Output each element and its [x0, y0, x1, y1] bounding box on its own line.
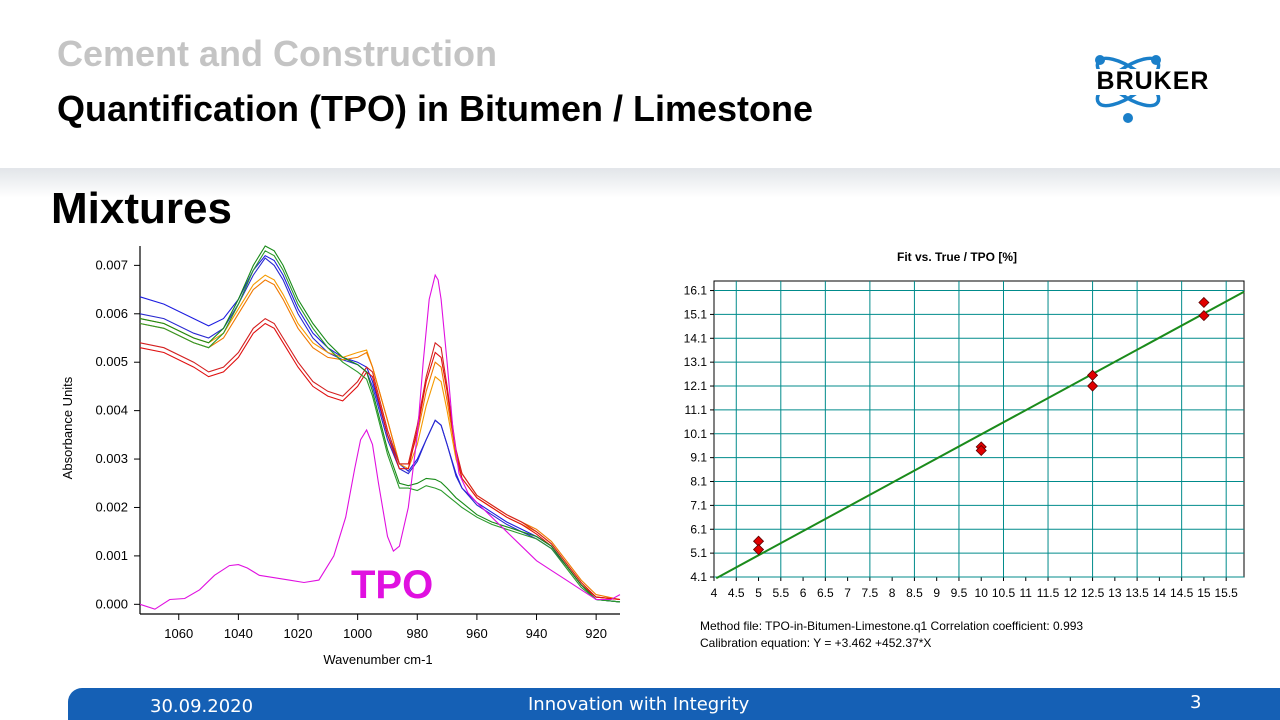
calibration-data-point — [752, 543, 765, 556]
spectrum-chart: 0.000 0.001 0.002 0.003 0.004 0.005 0.006 0.007… — [60, 245, 621, 667]
spectrum-series-line — [139, 255, 621, 603]
calibration-chart-title: Fit vs. True / TPO [%] — [897, 250, 1017, 264]
calibration-x-tick-label: 13.5 — [1125, 586, 1149, 600]
calibration-x-tick-label: 6 — [800, 586, 807, 600]
calibration-points — [715, 290, 1245, 580]
calibration-x-tick-label: 14 — [1153, 586, 1167, 600]
spectrum-series-line — [139, 273, 621, 610]
spectrum-series-line — [139, 317, 621, 601]
calibration-x-tick-label: 12.5 — [1081, 586, 1105, 600]
calibration-x-tick-label: 7.5 — [862, 586, 879, 600]
calibration-x-tick-label: 14.5 — [1170, 586, 1194, 600]
footer-tagline: Innovation with Integrity — [528, 694, 750, 715]
logo-wordmark: BRUKER — [1096, 67, 1210, 95]
spectrum-series-line — [139, 250, 621, 603]
spectrum-x-tick-label: 1020 — [284, 626, 313, 641]
calibration-x-tick-label: 10.5 — [992, 586, 1016, 600]
calibration-x-tick-label: 15.5 — [1215, 586, 1239, 600]
section-title: Mixtures — [51, 184, 232, 233]
spectrum-x-tick-label: 940 — [526, 626, 548, 641]
calibration-x-tick-label: 4.5 — [728, 586, 745, 600]
slide-title: Quantification (TPO) in Bitumen / Limest… — [57, 88, 814, 129]
spectrum-y-tick-label: 0.006 — [95, 306, 128, 321]
calibration-data-point — [975, 444, 987, 457]
footer-bar — [68, 688, 1280, 720]
spectrum-series-line — [139, 257, 621, 603]
spectrum-x-tick-label: 960 — [466, 626, 488, 641]
calibration-y-tick-label: 11.1 — [685, 403, 708, 417]
header-divider — [0, 168, 1280, 198]
calibration-x-tick-label: 4 — [711, 586, 718, 600]
calibration-y-tick-label: 5.1 — [690, 546, 707, 560]
calibration-x-tick-label: 5 — [755, 586, 762, 600]
spectrum-series — [139, 245, 621, 610]
spectrum-x-tick-label: 980 — [406, 626, 428, 641]
calibration-x-tick-label: 15 — [1197, 586, 1211, 600]
header-band — [0, 0, 1280, 170]
calibration-x-tick-label: 9.5 — [951, 586, 968, 600]
calibration-x-tick-label: 9 — [933, 586, 940, 600]
logo-atom-icon — [1072, 55, 1234, 123]
calibration-x-tick-label: 11 — [1020, 586, 1033, 600]
calibration-fit-line — [715, 290, 1245, 580]
calibration-y-tick-label: 4.1 — [690, 570, 707, 584]
calibration-x-tick-label: 8 — [889, 586, 896, 600]
spectrum-y-tick-label: 0.001 — [95, 548, 128, 563]
calibration-x-tick-label: 13 — [1108, 586, 1122, 600]
page-number: 3 — [1190, 692, 1202, 713]
calibration-chart: Fit vs. True / TPO [%] 4 4.5 5 5.5 6 6.5 7 7.5 8… — [684, 250, 1245, 600]
spectrum-x-tick-label: 1060 — [164, 626, 193, 641]
spectrum-series-line — [139, 245, 621, 603]
calibration-y-tick-label: 14.1 — [684, 331, 708, 345]
spectrum-y-tick-label: 0.000 — [95, 596, 128, 611]
method-file-info: Method file: TPO-in-Bitumen-Limestone.q1… — [700, 619, 1084, 633]
calibration-y-tick-label: 16.1 — [684, 284, 708, 298]
calibration-y-tick-label: 7.1 — [690, 498, 707, 512]
tpo-annotation: TPO — [351, 563, 433, 607]
calibration-x-tick-label: 12 — [1064, 586, 1078, 600]
calibration-y-tick-label: 12.1 — [684, 379, 708, 393]
calibration-y-tick-label: 6.1 — [690, 522, 707, 536]
calibration-y-tick-label: 10.1 — [684, 427, 708, 441]
calibration-plot-area — [713, 280, 1245, 578]
spectrum-y-tick-label: 0.007 — [95, 257, 128, 272]
spectrum-x-tick-label: 1000 — [343, 626, 372, 641]
calibration-x-tick-label: 7 — [844, 586, 851, 600]
calibration-y-tick-label: 15.1 — [684, 307, 708, 321]
slide-supertitle: Cement and Construction — [57, 33, 498, 74]
calibration-data-point — [1087, 380, 1099, 392]
calibration-x-tick-label: 10 — [975, 586, 989, 600]
calibration-data-point — [1198, 310, 1210, 322]
spectrum-axes: 0.000 0.001 0.002 0.003 0.004 0.005 0.006 0.007… — [95, 246, 620, 641]
spectrum-y-tick-label: 0.005 — [95, 354, 128, 369]
spectrum-y-axis-label: Absorbance Units — [60, 376, 75, 479]
calibration-y-tick-label: 8.1 — [690, 475, 707, 489]
spectrum-y-tick-label: 0.003 — [95, 451, 128, 466]
bruker-logo: BRUKER — [1068, 36, 1238, 128]
calibration-x-tick-label: 6.5 — [817, 586, 834, 600]
calibration-equation: Calibration equation: Y = +3.462 +452.37… — [700, 636, 932, 650]
spectrum-x-axis-label: Wavenumber cm-1 — [323, 652, 432, 667]
spectrum-x-tick-label: 920 — [585, 626, 607, 641]
footer-date: 30.09.2020 — [150, 696, 254, 717]
calibration-y-tick-label: 9.1 — [690, 451, 707, 465]
calibration-x-tick-label: 5.5 — [772, 586, 789, 600]
spectrum-y-tick-label: 0.004 — [95, 403, 128, 418]
spectrum-series-line — [139, 322, 621, 601]
calibration-data-point — [1198, 296, 1210, 309]
calibration-x-tick-label: 8.5 — [906, 586, 923, 600]
spectrum-x-tick-label: 1040 — [224, 626, 253, 641]
calibration-data-point — [1087, 369, 1099, 381]
calibration-y-tick-label: 13.1 — [684, 355, 708, 369]
calibration-x-tick-label: 11.5 — [1037, 586, 1060, 600]
spectrum-y-tick-label: 0.002 — [95, 499, 128, 514]
spectrum-series-line — [139, 279, 621, 601]
calibration-grid: 4 4.5 5 5.5 6 6.5 7 7.5 8 8.5 9 9.5 10 10.5 11 11.5 12 12… — [684, 280, 1245, 600]
